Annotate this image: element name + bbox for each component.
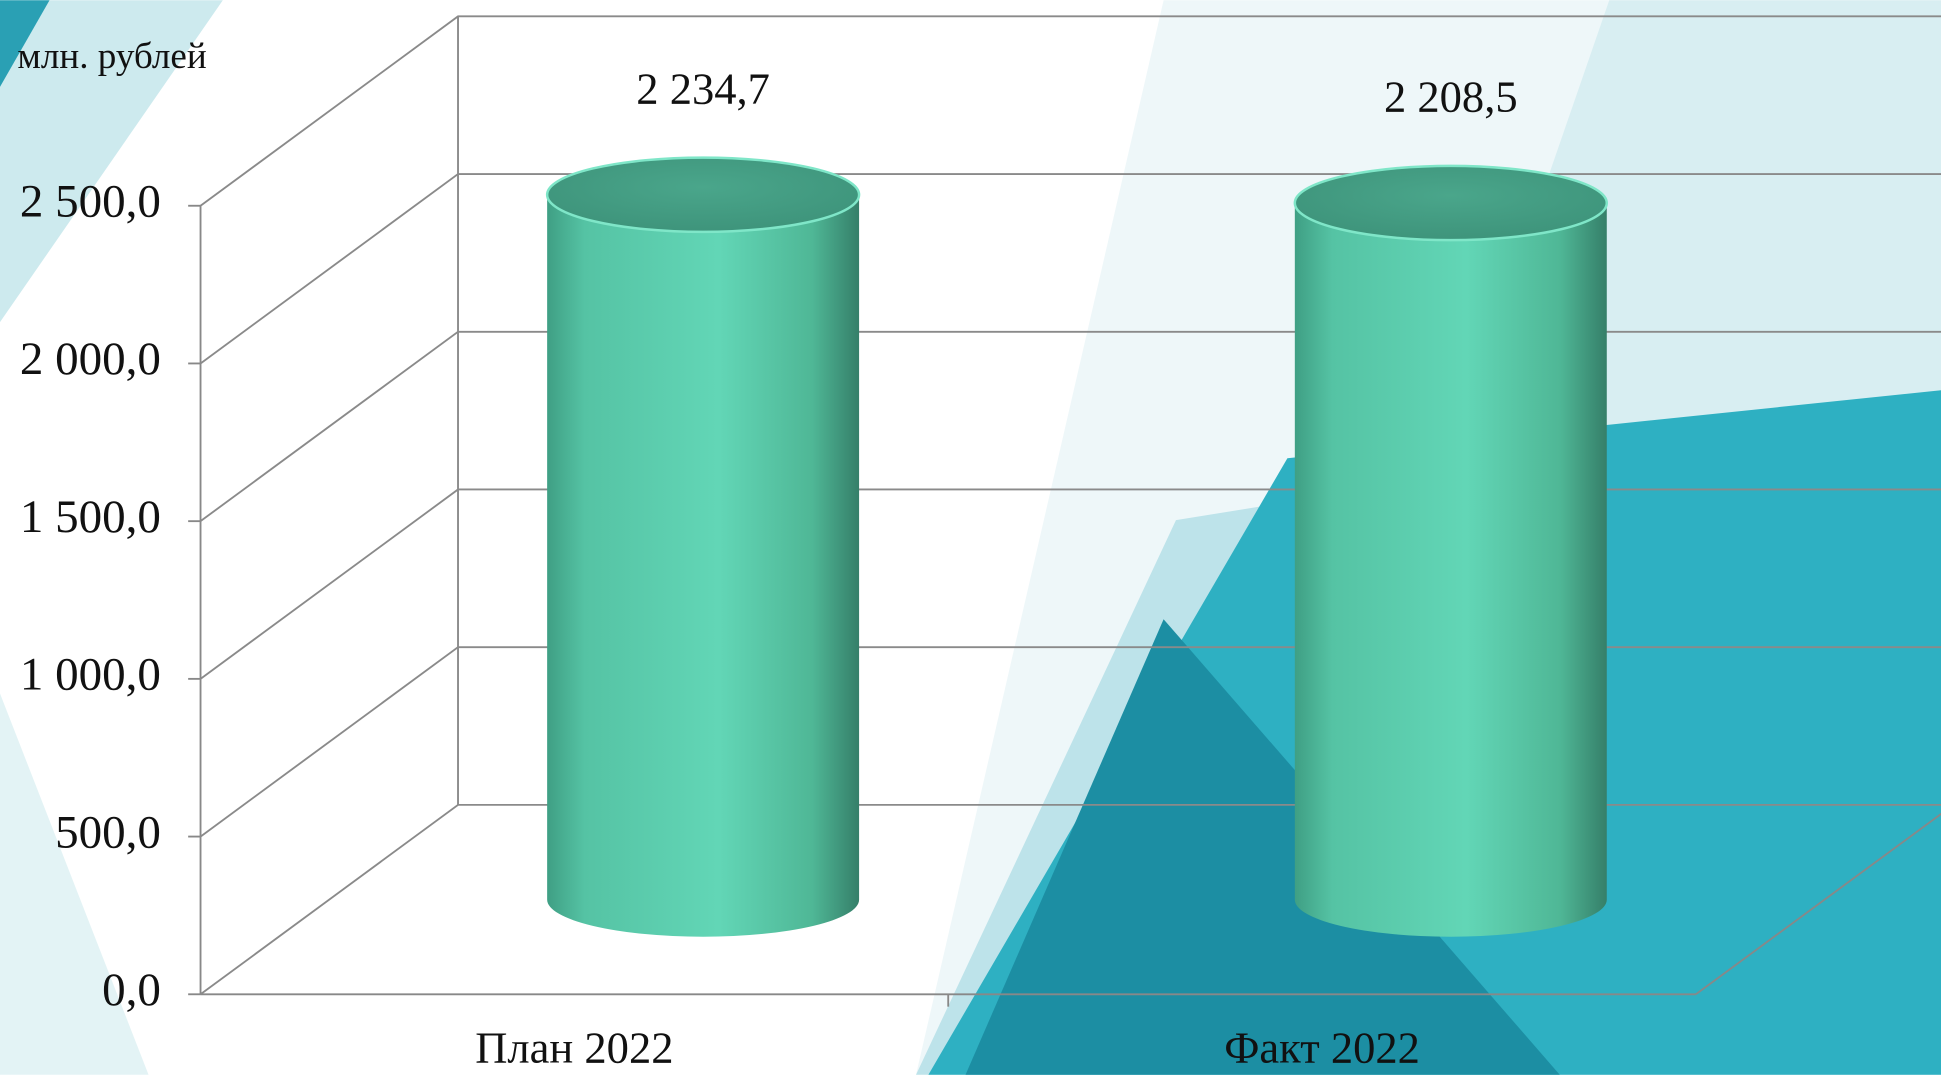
x-tick-label: План 2022: [475, 1023, 673, 1073]
chart: млн. рублей 0,0 500,0 1 000,0 1 500,0 2 000,…: [0, 0, 1941, 1075]
y-tick-label: 500,0: [55, 806, 161, 858]
background: [0, 0, 1941, 1074]
cylinder-top: [1295, 166, 1607, 240]
y-axis-label: млн. рублей: [17, 36, 206, 77]
y-tick-label: 0,0: [102, 964, 161, 1016]
cylinder: [547, 195, 859, 937]
y-tick-label: 2 000,0: [20, 333, 161, 385]
page: {"chart_data": {"type": "bar3d", "y_axis…: [0, 0, 1941, 1075]
y-tick-label: 2 500,0: [20, 176, 161, 228]
y-tick-label: 1 500,0: [20, 491, 161, 543]
cylinder: [1295, 203, 1607, 937]
value-label: 2 234,7: [636, 63, 770, 113]
x-tick-label: Факт 2022: [1224, 1023, 1420, 1073]
value-label: 2 208,5: [1384, 72, 1518, 122]
cylinder-top: [547, 158, 859, 232]
y-tick-label: 1 000,0: [20, 649, 161, 701]
